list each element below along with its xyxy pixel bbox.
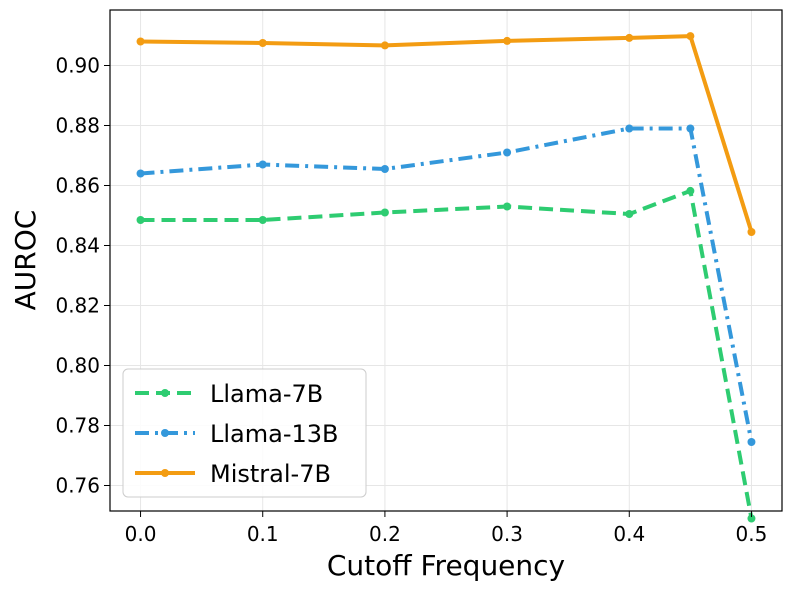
- data-point-mistral-7b: [258, 39, 267, 47]
- data-point-llama-7b: [258, 216, 267, 224]
- legend-label-llama-13b: Llama-13B: [210, 420, 339, 448]
- y-tick-label: 0.84: [55, 234, 100, 258]
- data-point-llama-7b: [380, 208, 389, 217]
- data-point-llama-7b: [747, 514, 756, 523]
- x-tick-label: 0.4: [613, 522, 645, 546]
- legend-marker-llama-7b: [161, 389, 169, 397]
- legend-box: [122, 368, 367, 498]
- data-point-llama-7b: [686, 186, 695, 195]
- series-layer: [136, 32, 756, 523]
- x-tick-label: 0.2: [369, 522, 401, 546]
- y-tick-label: 0.82: [55, 294, 100, 318]
- data-point-llama-13b: [258, 160, 267, 169]
- legend-label-llama-7b: Llama-7B: [210, 380, 323, 408]
- y-tick-label: 0.78: [55, 414, 100, 438]
- data-point-mistral-7b: [380, 41, 389, 50]
- legend-label-mistral-7b: Mistral-7B: [210, 460, 331, 488]
- data-point-llama-13b: [380, 165, 389, 173]
- plot-frame: [109, 9, 783, 512]
- y-tick-label: 0.80: [55, 354, 100, 378]
- data-point-mistral-7b: [686, 32, 695, 41]
- y-tick-label: 0.88: [55, 114, 100, 138]
- data-point-llama-13b: [136, 169, 145, 178]
- data-point-llama-7b: [625, 210, 634, 218]
- x-tick-label: 0.0: [125, 522, 157, 546]
- data-point-mistral-7b: [136, 37, 145, 46]
- x-tick-label: 0.1: [247, 522, 279, 546]
- x-axis-title: Cutoff Frequency: [327, 549, 565, 582]
- data-point-mistral-7b: [625, 33, 634, 42]
- data-point-llama-7b: [503, 202, 512, 211]
- data-point-llama-7b: [136, 216, 145, 224]
- x-tick-label: 0.5: [736, 522, 768, 546]
- legend-marker-llama-13b: [161, 429, 169, 437]
- legend: Llama-7B Llama-13B Mistral-7B: [122, 368, 367, 498]
- grid: [110, 10, 782, 511]
- data-point-mistral-7b: [503, 36, 512, 45]
- legend-marker-mistral-7b: [161, 469, 169, 477]
- y-tick-label: 0.90: [55, 54, 100, 78]
- x-tick-label: 0.3: [491, 522, 523, 546]
- data-point-llama-13b: [503, 148, 512, 157]
- data-point-llama-13b: [625, 124, 634, 133]
- data-point-mistral-7b: [747, 228, 756, 236]
- data-point-llama-13b: [747, 438, 756, 446]
- y-tick-label: 0.76: [55, 474, 100, 498]
- ticks: 0.0 0.1 0.2 0.3 0.4 0.5 0.76 0.78 0.80 0.82 0.84 0.…: [55, 54, 767, 547]
- y-axis-title: AUROC: [9, 210, 42, 311]
- y-tick-label: 0.86: [55, 174, 100, 198]
- data-point-llama-13b: [686, 124, 695, 133]
